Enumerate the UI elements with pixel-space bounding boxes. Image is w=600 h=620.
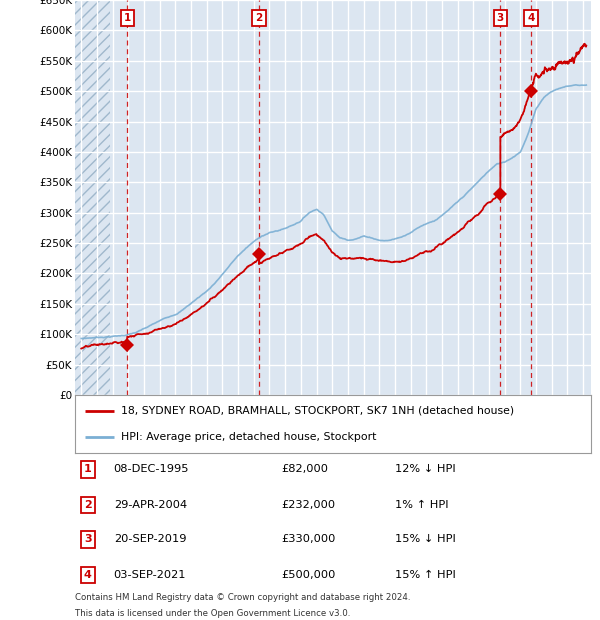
Text: 03-SEP-2021: 03-SEP-2021 xyxy=(114,570,186,580)
Text: £232,000: £232,000 xyxy=(281,500,335,510)
Text: 4: 4 xyxy=(527,13,535,23)
Text: 18, SYDNEY ROAD, BRAMHALL, STOCKPORT, SK7 1NH (detached house): 18, SYDNEY ROAD, BRAMHALL, STOCKPORT, SK… xyxy=(121,405,515,415)
Text: 15% ↑ HPI: 15% ↑ HPI xyxy=(395,570,456,580)
Text: 3: 3 xyxy=(84,534,92,544)
Text: 2: 2 xyxy=(84,500,92,510)
Bar xyxy=(75,0,110,395)
Text: £500,000: £500,000 xyxy=(281,570,336,580)
Text: 29-APR-2004: 29-APR-2004 xyxy=(114,500,187,510)
Text: Contains HM Land Registry data © Crown copyright and database right 2024.: Contains HM Land Registry data © Crown c… xyxy=(75,593,410,602)
Text: £330,000: £330,000 xyxy=(281,534,336,544)
Text: 2: 2 xyxy=(256,13,263,23)
Text: 1% ↑ HPI: 1% ↑ HPI xyxy=(395,500,449,510)
Text: 15% ↓ HPI: 15% ↓ HPI xyxy=(395,534,456,544)
Text: 3: 3 xyxy=(497,13,504,23)
Text: 12% ↓ HPI: 12% ↓ HPI xyxy=(395,464,455,474)
Text: £82,000: £82,000 xyxy=(281,464,328,474)
Text: 1: 1 xyxy=(124,13,131,23)
Text: HPI: Average price, detached house, Stockport: HPI: Average price, detached house, Stoc… xyxy=(121,432,377,442)
Text: 1: 1 xyxy=(84,464,92,474)
Text: 08-DEC-1995: 08-DEC-1995 xyxy=(114,464,189,474)
Text: This data is licensed under the Open Government Licence v3.0.: This data is licensed under the Open Gov… xyxy=(75,609,350,619)
Text: 20-SEP-2019: 20-SEP-2019 xyxy=(114,534,186,544)
Text: 4: 4 xyxy=(84,570,92,580)
